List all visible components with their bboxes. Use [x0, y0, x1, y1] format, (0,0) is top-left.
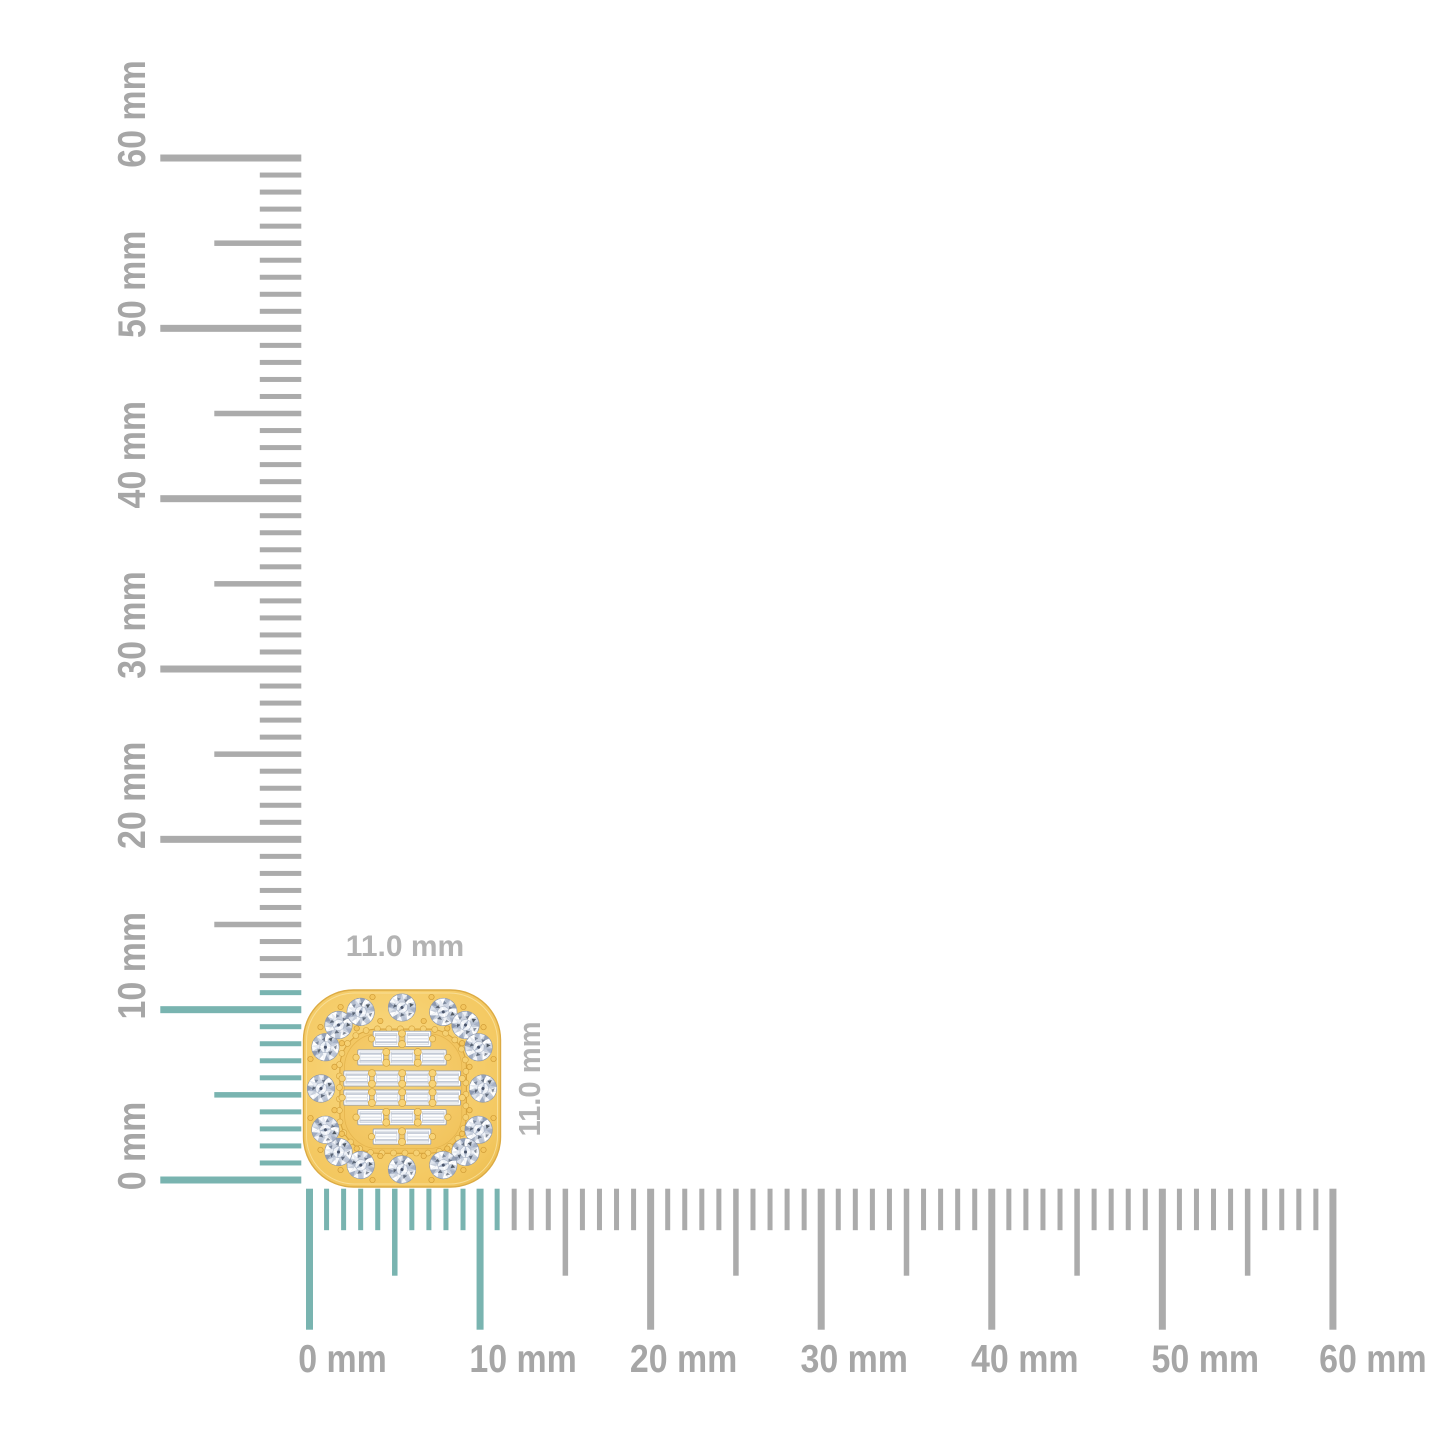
svg-text:10 mm: 10 mm [469, 1337, 577, 1381]
svg-text:20 mm: 20 mm [110, 742, 154, 850]
svg-text:60 mm: 60 mm [110, 60, 154, 168]
svg-text:11.0 mm: 11.0 mm [513, 1021, 547, 1136]
svg-text:50 mm: 50 mm [110, 231, 154, 339]
svg-text:40 mm: 40 mm [110, 401, 154, 509]
svg-text:50 mm: 50 mm [1152, 1337, 1260, 1381]
svg-text:30 mm: 30 mm [110, 571, 154, 679]
svg-text:11.0 mm: 11.0 mm [346, 930, 464, 963]
svg-text:20 mm: 20 mm [630, 1337, 738, 1381]
svg-text:30 mm: 30 mm [800, 1337, 908, 1381]
svg-text:0 mm: 0 mm [298, 1337, 387, 1381]
svg-text:40 mm: 40 mm [971, 1337, 1079, 1381]
svg-text:10 mm: 10 mm [110, 912, 154, 1020]
svg-text:60 mm: 60 mm [1319, 1337, 1427, 1381]
svg-text:0 mm: 0 mm [110, 1102, 154, 1191]
